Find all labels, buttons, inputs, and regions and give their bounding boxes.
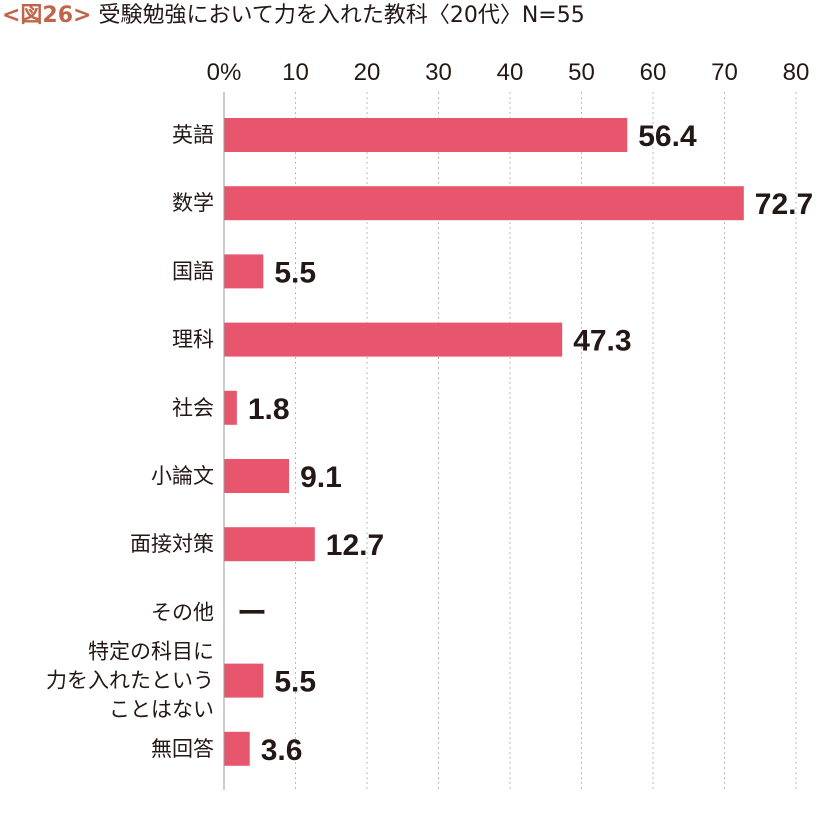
x-tick-label: 50 <box>568 59 595 86</box>
value-label: 72.7 <box>755 188 813 221</box>
value-labels: 56.4 72.7 5.5 47.3 1.8 9.1 12.7 ー 5.5 3.6 <box>237 120 813 767</box>
category-label: 面接対策 <box>130 532 214 556</box>
bar <box>224 254 264 289</box>
x-tick-label: 30 <box>425 59 452 86</box>
x-tick-label: 70 <box>711 59 738 86</box>
value-label: 47.3 <box>573 325 631 358</box>
bar <box>224 322 563 357</box>
bar <box>224 390 237 425</box>
bar <box>224 731 250 766</box>
value-label: 1.8 <box>248 393 290 426</box>
x-tick-label: 60 <box>640 59 667 86</box>
category-label: 社会 <box>172 396 214 420</box>
figure-number: <図26> <box>2 3 92 28</box>
category-label: 力を入れたという <box>46 669 214 693</box>
value-label: ー <box>237 597 267 630</box>
x-tick-label: 40 <box>497 59 524 86</box>
category-label: ことはない <box>109 698 214 722</box>
bar <box>224 118 628 152</box>
value-label: 3.6 <box>261 734 303 767</box>
x-tick-label: 80 <box>783 59 810 86</box>
value-label: 5.5 <box>274 666 316 699</box>
category-label: その他 <box>151 600 214 624</box>
chart-title: <図26> 受験勉強において力を入れた教科〈20代〉N=55 <box>2 2 585 30</box>
value-label: 12.7 <box>326 529 384 562</box>
category-label: 数学 <box>172 191 214 215</box>
bar <box>224 186 744 221</box>
x-tick-label: 10 <box>282 59 309 86</box>
category-labels: 英語数学国語理科社会小論文面接対策その他特定の科目に力を入れたということはない無… <box>46 123 214 761</box>
category-label: 特定の科目に <box>88 640 214 664</box>
bar <box>224 663 264 698</box>
category-label: 無回答 <box>151 737 214 761</box>
category-label: 英語 <box>172 123 214 147</box>
x-tick-label: 0% <box>207 59 242 86</box>
bars <box>224 118 744 766</box>
category-label: 小論文 <box>151 464 214 488</box>
value-label: 5.5 <box>274 256 316 289</box>
x-tick-label: 20 <box>354 59 381 86</box>
title-text: 受験勉強において力を入れた教科〈20代〉N=55 <box>98 3 585 28</box>
x-axis-ticks: 0% 10 20 30 40 50 60 70 80 <box>207 59 810 86</box>
value-label: 9.1 <box>300 461 342 494</box>
bar <box>224 459 290 493</box>
value-label: 56.4 <box>638 120 697 153</box>
bar <box>224 527 315 562</box>
category-label: 国語 <box>172 259 214 283</box>
category-label: 理科 <box>172 328 214 352</box>
